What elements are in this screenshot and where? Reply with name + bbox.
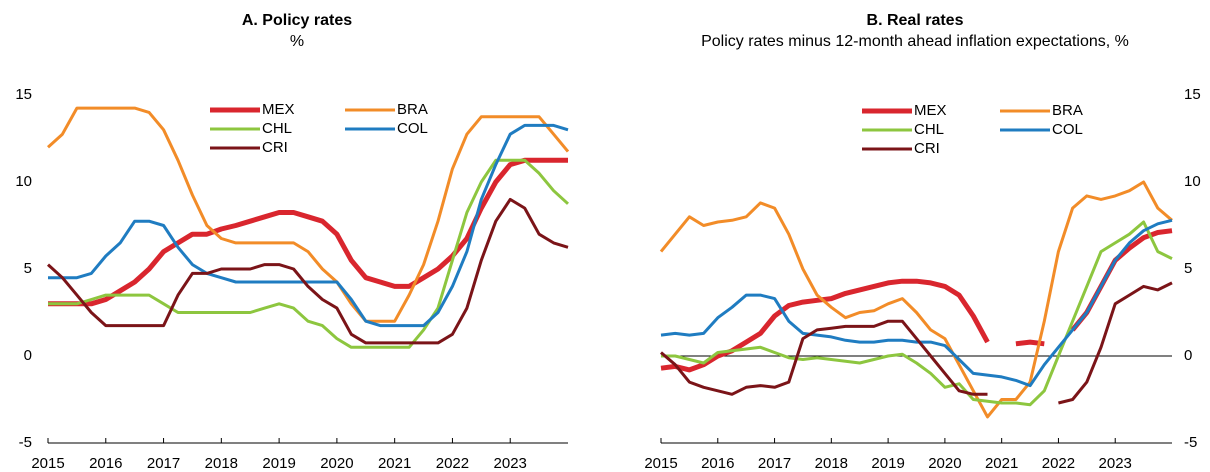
x-tick-label: 2020 — [928, 455, 961, 472]
x-tick-label: 2016 — [701, 455, 734, 472]
chart-title: B. Real rates — [866, 12, 964, 29]
legend-label: BRA — [397, 101, 428, 118]
x-tick-label: 2015 — [644, 455, 677, 472]
legend-label: MEX — [262, 101, 295, 118]
chart-title: A. Policy rates — [241, 12, 353, 29]
series-line — [660, 281, 1173, 405]
y-tick-label: 0 — [1184, 347, 1192, 364]
legend-label: CHL — [914, 121, 944, 138]
x-tick-label: 2018 — [815, 455, 848, 472]
x-tick-label: 2021 — [378, 455, 411, 472]
y-tick-label: -5 — [19, 434, 32, 451]
x-tick-label: 2017 — [758, 455, 791, 472]
series-line — [659, 180, 1173, 419]
y-tick-label: 15 — [15, 86, 32, 103]
legend-label: CRI — [262, 139, 288, 156]
x-tick-label: 2021 — [985, 455, 1018, 472]
x-tick-label: 2020 — [320, 455, 353, 472]
x-tick-label: 2017 — [147, 455, 180, 472]
series-line — [48, 158, 570, 349]
legend-label: CHL — [262, 120, 292, 137]
series-line — [48, 157, 568, 307]
x-tick-label: 2016 — [89, 455, 122, 472]
legend-label: MEX — [914, 102, 947, 119]
legend-label: COL — [397, 120, 428, 137]
legend-label: CRI — [914, 140, 940, 157]
y-tick-label: 10 — [15, 173, 32, 190]
x-tick-label: 2019 — [262, 455, 295, 472]
series-line — [46, 197, 569, 345]
x-tick-label: 2023 — [494, 455, 527, 472]
series-line — [661, 220, 1173, 407]
chart-subtitle: Policy rates minus 12-month ahead inflat… — [701, 33, 1129, 50]
x-tick-label: 2015 — [31, 455, 64, 472]
title-block: A. Policy rates % — [147, 10, 447, 52]
y-tick-label: 5 — [1184, 260, 1192, 277]
x-tick-label: 2018 — [205, 455, 238, 472]
x-tick-label: 2019 — [871, 455, 904, 472]
legend-label: BRA — [1052, 102, 1083, 119]
series-line — [48, 123, 569, 328]
series-line — [660, 218, 1173, 388]
chart-subtitle: % — [289, 33, 305, 50]
x-tick-label: 2022 — [436, 455, 469, 472]
x-tick-label: 2022 — [1042, 455, 1075, 472]
y-tick-label: 0 — [24, 347, 32, 364]
y-tick-label: 5 — [24, 260, 32, 277]
series-line — [46, 106, 570, 323]
legend-label: COL — [1052, 121, 1083, 138]
y-tick-label: 10 — [1184, 173, 1201, 190]
x-tick-label: 2023 — [1099, 455, 1132, 472]
y-tick-label: -5 — [1184, 434, 1197, 451]
y-tick-label: 15 — [1184, 86, 1201, 103]
title-block: B. Real rates Policy rates minus 12-mont… — [700, 10, 1130, 52]
